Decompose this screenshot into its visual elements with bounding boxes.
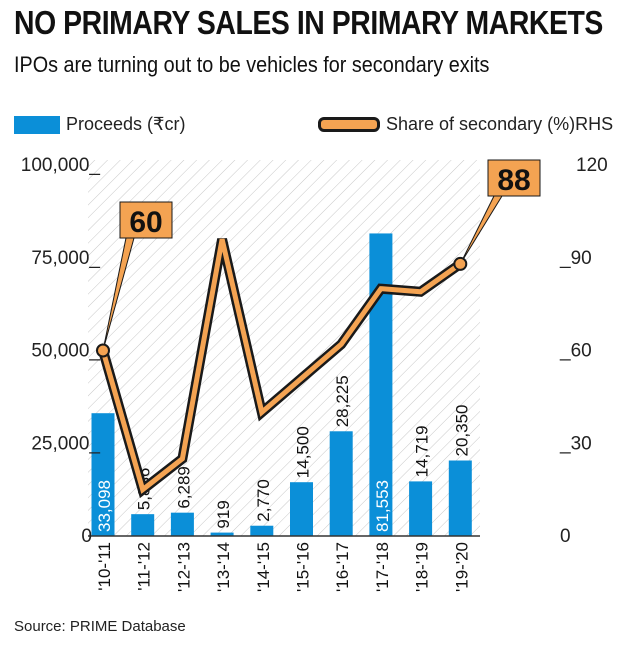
callout-first-marker <box>96 343 110 358</box>
legend-share: Share of secondary (%)RHS <box>318 114 613 135</box>
bar-value-label: 2,770 <box>254 479 273 522</box>
x-tick-label: '15-'16 <box>294 542 313 592</box>
callout-first-label: 60 <box>129 206 162 239</box>
legend-proceeds-label: Proceeds (₹cr) <box>66 114 186 134</box>
x-tick-label: '19-'20 <box>452 542 471 592</box>
legend-line-swatch <box>318 117 380 132</box>
chart-title: NO PRIMARY SALES IN PRIMARY MARKETS <box>14 4 603 41</box>
x-tick-label: '17-'18 <box>373 542 392 592</box>
bar-value-label: 919 <box>214 500 233 528</box>
callout-last-label: 88 <box>497 164 530 197</box>
bar-0 <box>91 413 115 536</box>
bar-1 <box>131 514 155 536</box>
right-tick-label: _30 <box>559 433 592 454</box>
right-tick-label: _60 <box>559 341 592 362</box>
left-tick-label: 100,000_ <box>21 155 101 176</box>
chart-subtitle: IPOs are turning out to be vehicles for … <box>14 52 490 77</box>
bar-5 <box>290 482 313 536</box>
x-tick-label: '12-'13 <box>174 542 193 592</box>
bar-value-label: 81,553 <box>373 480 392 532</box>
left-tick-label: 50,000_ <box>31 341 100 362</box>
bar-6 <box>329 431 353 536</box>
callout-first-box <box>119 201 173 239</box>
bar-value-label: 6,289 <box>174 466 193 509</box>
bar-2 <box>170 512 194 536</box>
callout-last-marker <box>453 256 468 271</box>
source-note: Source: PRIME Database <box>14 618 186 635</box>
legend-proceeds: Proceeds (₹cr) <box>14 114 185 135</box>
right-tick-label: 0 <box>560 526 571 547</box>
bar-value-label: 14,719 <box>413 425 432 477</box>
share-line <box>100 238 462 494</box>
bar-4 <box>250 525 274 536</box>
x-tick-label: '13-'14 <box>214 542 233 592</box>
right-tick-label: 120 <box>576 155 608 176</box>
x-tick-label: '16-'17 <box>333 542 352 592</box>
bar-7 <box>369 233 393 537</box>
bar-value-label: 28,225 <box>333 375 352 427</box>
left-tick-label: 75,000_ <box>31 248 100 269</box>
bar-value-label: 14,500 <box>294 426 313 478</box>
bar-8 <box>409 481 433 536</box>
legend-share-label: Share of secondary (%)RHS <box>386 114 614 134</box>
callout-last-box <box>487 159 541 197</box>
bar-value-label: 33,098 <box>95 480 114 532</box>
x-tick-label: '14-'15 <box>254 542 273 592</box>
x-tick-label: '11-'12 <box>135 542 154 591</box>
x-tick-label: '10-'11 <box>95 542 114 591</box>
left-tick-label: 0 <box>81 526 92 547</box>
bar-3 <box>210 532 234 536</box>
bar-9 <box>448 460 472 536</box>
x-tick-label: '18-'19 <box>413 542 432 592</box>
right-tick-label: _90 <box>559 248 592 269</box>
left-tick-label: 25,000_ <box>31 433 100 454</box>
legend-bar-swatch <box>14 115 60 134</box>
bar-value-label: 20,350 <box>452 405 471 457</box>
